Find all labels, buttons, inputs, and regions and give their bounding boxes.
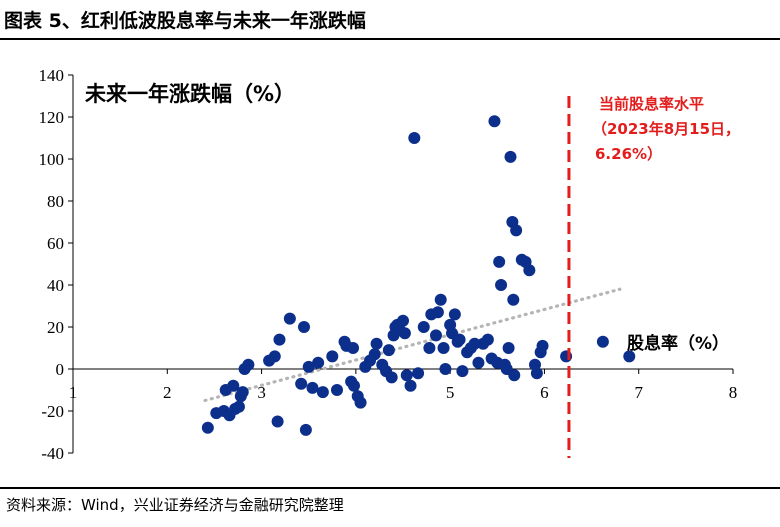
scatter-point	[404, 379, 417, 392]
scatter-point	[530, 367, 543, 380]
scatter-point	[456, 365, 469, 378]
scatter-point	[201, 421, 214, 434]
y-tick-label: 80	[47, 192, 64, 211]
scatter-point	[448, 308, 461, 321]
scatter-point	[468, 337, 481, 350]
scatter-point	[412, 367, 425, 380]
scatter-point	[504, 150, 517, 163]
x-axis-label: 股息率（%）	[627, 333, 729, 354]
scatter-point	[385, 371, 398, 384]
scatter-point	[495, 279, 508, 291]
reference-line-label: （2023年8月15日，	[592, 120, 740, 138]
bottom-rule	[0, 487, 780, 489]
scatter-point	[439, 363, 452, 375]
scatter-point	[236, 386, 249, 399]
x-tick-label: 2	[163, 383, 172, 402]
scatter-point	[434, 293, 447, 306]
scatter-point	[312, 356, 325, 369]
top-rule	[0, 38, 780, 40]
scatter-point	[423, 342, 436, 354]
scatter-point	[400, 369, 413, 382]
y-tick-label: -40	[41, 444, 64, 463]
x-tick-label: 8	[729, 383, 738, 402]
scatter-point	[507, 293, 520, 306]
y-tick-label: 120	[39, 108, 65, 127]
scatter-point	[316, 386, 329, 399]
y-tick-label: 140	[39, 66, 65, 85]
scatter-point	[417, 321, 430, 333]
scatter-point	[481, 333, 494, 346]
scatter-point	[508, 369, 521, 382]
scatter-point	[295, 377, 308, 390]
scatter-point	[227, 379, 240, 392]
scatter-point	[431, 306, 444, 319]
y-axis-label: 未来一年涨跌幅（%）	[85, 82, 295, 106]
scatter-points	[201, 115, 636, 436]
scatter-point	[354, 396, 367, 409]
scatter-point	[536, 339, 549, 352]
scatter-point	[271, 415, 284, 428]
scatter-point	[382, 344, 395, 357]
x-tick-label: 6	[540, 383, 549, 402]
scatter-point	[299, 423, 312, 436]
scatter-point	[326, 350, 339, 363]
scatter-point	[283, 312, 296, 325]
axes: -40-2002040608010012014012345678	[39, 66, 738, 463]
y-tick-label: 20	[47, 318, 64, 337]
scatter-point	[430, 329, 442, 342]
trendline-path	[203, 287, 622, 403]
scatter-point	[273, 333, 286, 346]
scatter-point	[268, 350, 281, 363]
scatter-point	[472, 356, 485, 369]
scatter-point	[298, 321, 310, 333]
scatter-point	[398, 327, 411, 340]
scatter-point	[331, 384, 343, 396]
scatter-point	[370, 337, 383, 350]
scatter-point	[488, 115, 501, 128]
x-tick-label: 3	[257, 383, 266, 402]
scatter-point	[453, 333, 466, 346]
scatter-point	[623, 350, 636, 363]
x-tick-label: 7	[634, 383, 643, 402]
reference-line-label: 6.26%）	[595, 145, 662, 163]
y-tick-label: -20	[41, 402, 64, 421]
scatter-point	[510, 224, 523, 237]
y-tick-label: 40	[47, 276, 64, 295]
reference-line: 当前股息率水平 （2023年8月15日， 6.26%）	[567, 95, 740, 458]
source-note: 资料来源：Wind，兴业证券经济与金融研究院整理	[6, 496, 344, 514]
scatter-point	[347, 379, 360, 392]
scatter-point	[306, 381, 319, 394]
scatter-point	[408, 132, 421, 144]
reference-line-label: 当前股息率水平	[599, 95, 704, 113]
y-tick-label: 0	[56, 360, 65, 379]
y-tick-label: 100	[39, 150, 65, 169]
scatter-point	[502, 342, 515, 354]
x-tick-label: 1	[69, 383, 78, 402]
figure-title: 图表 5、红利低波股息率与未来一年涨跌幅	[4, 10, 366, 32]
scatter-point	[242, 358, 255, 371]
x-tick-label: 5	[446, 383, 455, 402]
scatter-point	[596, 335, 609, 348]
scatter-point	[232, 400, 245, 413]
scatter-point	[397, 314, 409, 327]
trendline	[203, 287, 622, 403]
scatter-point	[523, 264, 536, 277]
scatter-point	[368, 348, 381, 361]
scatter-point	[493, 255, 506, 268]
scatter-point	[347, 342, 360, 354]
scatter-point	[437, 342, 450, 354]
y-tick-label: 60	[47, 234, 64, 253]
scatter-point	[302, 360, 315, 373]
